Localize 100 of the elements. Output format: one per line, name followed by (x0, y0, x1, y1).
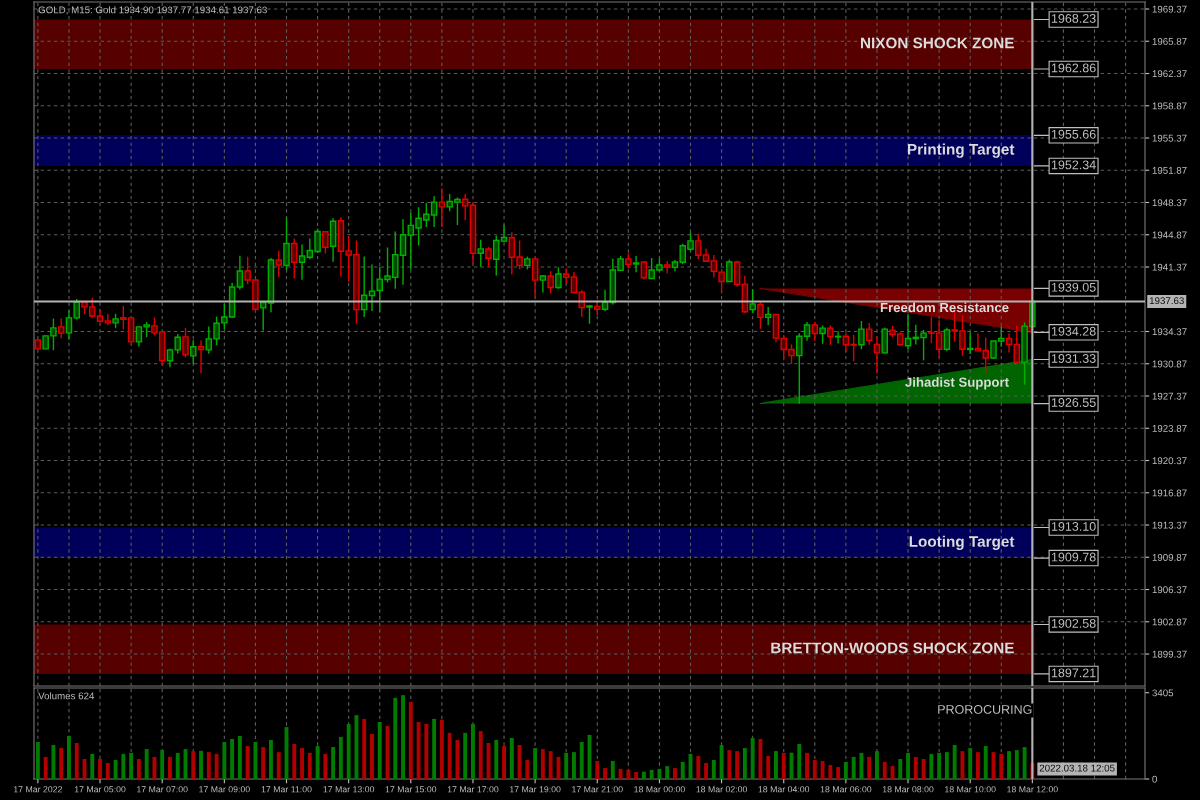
series-label: Jihadist Support (905, 377, 1009, 390)
bar (851, 756, 856, 779)
bar (727, 750, 732, 779)
bar (626, 769, 631, 779)
bar (1014, 750, 1019, 779)
candlestick (539, 274, 547, 294)
bar (121, 753, 126, 779)
candlestick (632, 255, 640, 274)
chart-title: Volumes 624 (38, 692, 95, 700)
bar (898, 758, 903, 779)
bar (610, 761, 615, 779)
annotation: 1909.78 (1051, 552, 1096, 562)
candlestick (873, 335, 881, 374)
y-tick-label: 1969.37 (1152, 5, 1187, 13)
x-tick-label: 18 Mar 08:00 (882, 786, 934, 793)
bar (292, 744, 297, 779)
bar (634, 771, 639, 779)
bar (269, 739, 273, 779)
x-tick-label: 17 Mar 11:00 (261, 786, 312, 793)
y-tick-label: 3405 (1152, 689, 1174, 697)
bar (152, 756, 157, 779)
candlestick (182, 327, 189, 359)
y-tick-label: 1948.37 (1152, 199, 1187, 207)
bar (603, 768, 607, 779)
bar (906, 752, 910, 779)
bar (556, 756, 561, 779)
annotation: 1902.58 (1051, 618, 1096, 628)
x-tick-label: 17 Mar 07:00 (137, 786, 188, 793)
bar (517, 745, 522, 779)
bar (463, 732, 468, 779)
candlestick (555, 266, 562, 290)
y-tick-label: 1962.37 (1152, 70, 1187, 78)
bar (812, 759, 817, 779)
y-tick-label: 1958.87 (1152, 102, 1187, 110)
bar (564, 752, 569, 779)
candlestick (562, 267, 570, 285)
bar (649, 769, 654, 779)
y-tick-label: 0 (1152, 775, 1157, 783)
bar (921, 758, 926, 779)
bar (191, 751, 196, 779)
annotation: 1962.86 (1051, 63, 1096, 73)
annotation: 1939.05 (1051, 282, 1096, 292)
bar (999, 753, 1004, 779)
bar (67, 735, 71, 779)
candlestick (547, 270, 554, 295)
bar (673, 768, 677, 779)
bar (867, 756, 872, 779)
annotation: 1897.21 (1051, 668, 1096, 678)
annotation: PROROCURING (938, 705, 1032, 714)
candlestick (858, 320, 865, 350)
bar (548, 751, 553, 779)
bar (439, 719, 444, 779)
bar (929, 753, 934, 779)
ref-line-label: 1937.63 (1149, 297, 1184, 305)
bar (175, 752, 180, 779)
x-tick-label: 17 Mar 09:00 (199, 786, 250, 793)
candlestick (1013, 325, 1021, 365)
bar (35, 741, 40, 779)
bar (944, 752, 949, 779)
bar (843, 762, 848, 779)
bar (572, 752, 576, 779)
bar (315, 746, 320, 779)
bar (641, 771, 646, 779)
candlestick (461, 193, 469, 221)
y-tick-label: 1927.37 (1152, 392, 1187, 400)
bar (206, 752, 211, 779)
bar (820, 761, 825, 779)
band-label: Looting Target (909, 535, 1015, 550)
band-label: Printing Target (907, 143, 1015, 158)
bar (696, 755, 701, 779)
y-tick-label: 1965.87 (1152, 37, 1187, 45)
bar (478, 731, 483, 779)
candlestick (943, 327, 951, 352)
x-tick-label: 17 Mar 19:00 (510, 786, 561, 793)
bar (836, 767, 841, 779)
bar (276, 752, 281, 779)
bar (719, 745, 724, 779)
bar (393, 697, 398, 779)
candlestick (827, 324, 834, 346)
bar (346, 723, 351, 779)
candlestick (757, 301, 764, 330)
candlestick (865, 322, 873, 346)
candlestick (477, 239, 484, 268)
annotation: 1913.10 (1051, 522, 1096, 531)
bar (354, 715, 359, 779)
bar (525, 759, 530, 779)
x-tick-label: 18 Mar 00:00 (634, 786, 685, 793)
bar (261, 747, 266, 779)
bar (401, 695, 405, 779)
bar (781, 752, 786, 779)
bar (370, 733, 374, 779)
bar (540, 749, 545, 779)
bar (331, 747, 336, 779)
y-tick-label: 1899.37 (1152, 650, 1187, 658)
x-tick-label: 17 Mar 2022 (13, 786, 63, 793)
bar (960, 751, 965, 779)
band-label: NIXON SHOCK ZONE (861, 37, 1014, 49)
candlestick (485, 246, 492, 268)
candlestick (322, 230, 329, 255)
bar (447, 732, 452, 779)
